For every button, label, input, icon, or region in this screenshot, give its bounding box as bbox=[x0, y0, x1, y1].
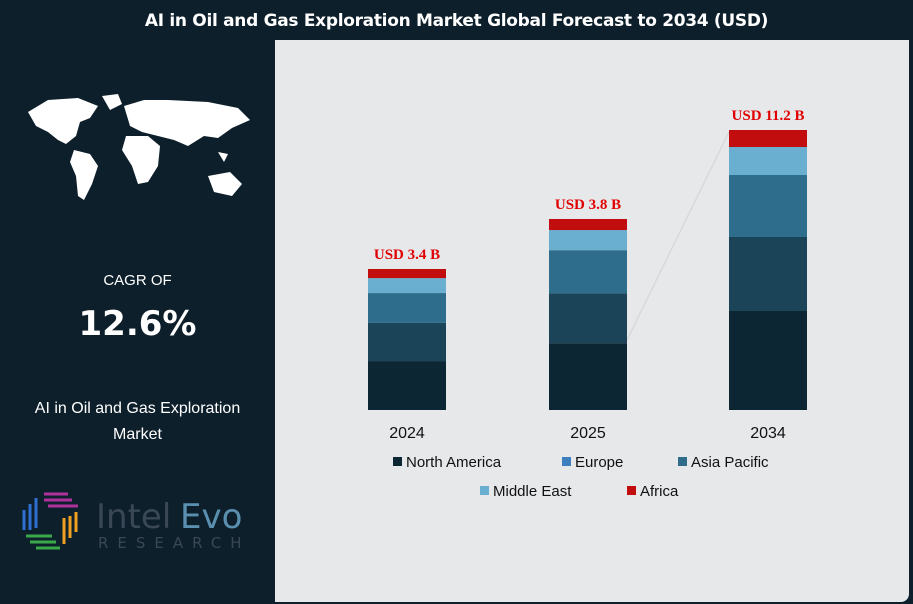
trend-line bbox=[626, 131, 730, 341]
x-tick-label-2024: 2024 bbox=[389, 425, 425, 442]
logo-text-intel: Intel bbox=[96, 497, 171, 537]
legend-swatch-africa bbox=[627, 486, 636, 495]
total-label-2034: USD 11.2 B bbox=[732, 108, 805, 124]
bar-segment-africa-2024 bbox=[368, 269, 446, 279]
bar-segment-middle-east-2025 bbox=[549, 230, 627, 251]
legend-swatch-middle-east bbox=[480, 486, 489, 495]
legend-swatch-north-america bbox=[393, 457, 402, 466]
summary-panel: CAGR OF 12.6% AI in Oil and Gas Explorat… bbox=[0, 40, 275, 602]
bar-segment-asia-pacific-2025 bbox=[549, 250, 627, 294]
bar-segment-asia-pacific-2024 bbox=[368, 293, 446, 323]
market-name: AI in Oil and Gas Exploration Market bbox=[20, 396, 255, 448]
total-label-2025: USD 3.8 B bbox=[555, 197, 621, 213]
total-label-2024: USD 3.4 B bbox=[374, 247, 440, 263]
logo-subtext: RESEARCH bbox=[98, 534, 251, 552]
bar-segment-europe-2025 bbox=[549, 293, 627, 344]
intelevo-logo: Intel Evo RESEARCH bbox=[22, 492, 251, 552]
logo-mark-icon bbox=[22, 492, 78, 550]
cagr-value: 12.6% bbox=[78, 304, 197, 344]
bar-segment-africa-2034 bbox=[729, 130, 807, 147]
market-name-line-2: Market bbox=[113, 426, 162, 443]
bar-segment-middle-east-2024 bbox=[368, 278, 446, 294]
legend-label-asia-pacific: Asia Pacific bbox=[691, 454, 769, 471]
logo-text-evo: Evo bbox=[180, 497, 242, 537]
x-tick-label-2025: 2025 bbox=[570, 425, 606, 442]
bar-segment-europe-2034 bbox=[729, 237, 807, 311]
x-tick-label-2034: 2034 bbox=[750, 425, 786, 442]
bar-segment-asia-pacific-2034 bbox=[729, 175, 807, 237]
chart-title: AI in Oil and Gas Exploration Market Glo… bbox=[144, 11, 769, 31]
bar-segment-africa-2025 bbox=[549, 219, 627, 231]
legend-label-middle-east: Middle East bbox=[493, 483, 572, 500]
bar-segment-north-america-2034 bbox=[729, 311, 807, 410]
bar-segment-europe-2024 bbox=[368, 322, 446, 362]
chart-panel: USD 3.4 B 2024 USD 3.8 B 2025 USD 11.2 B 2034… bbox=[275, 40, 909, 602]
legend-label-africa: Africa bbox=[640, 483, 679, 500]
bar-segment-middle-east-2034 bbox=[729, 147, 807, 175]
market-name-line-1: AI in Oil and Gas Exploration bbox=[34, 400, 241, 417]
legend-swatch-europe bbox=[562, 457, 571, 466]
stacked-bar-chart: USD 3.4 B 2024 USD 3.8 B 2025 USD 11.2 B 2034… bbox=[368, 108, 807, 500]
cagr-label: CAGR OF bbox=[103, 272, 172, 289]
legend-label-north-america: North America bbox=[406, 454, 502, 471]
legend-swatch-asia-pacific bbox=[678, 457, 687, 466]
legend-label-europe: Europe bbox=[575, 454, 623, 471]
world-map-icon bbox=[28, 94, 250, 200]
bar-segment-north-america-2024 bbox=[368, 361, 446, 410]
bar-segment-north-america-2025 bbox=[549, 343, 627, 410]
